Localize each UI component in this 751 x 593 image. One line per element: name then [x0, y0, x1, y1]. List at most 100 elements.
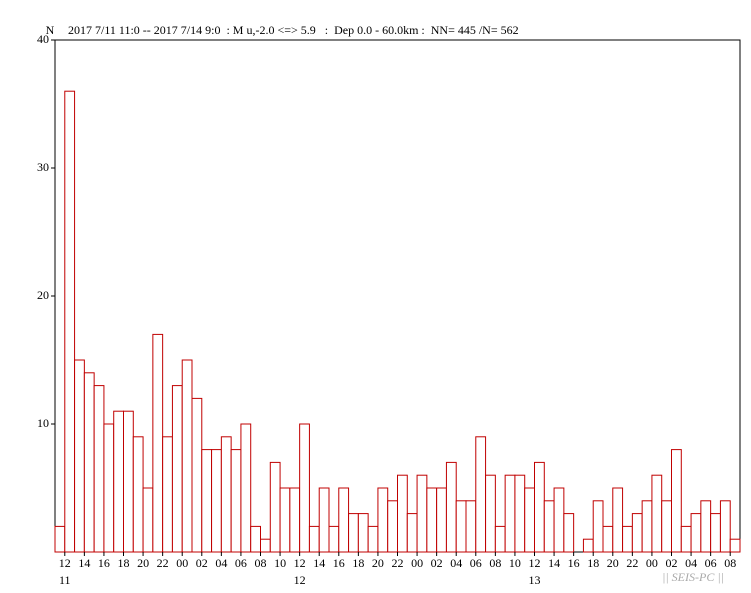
bar — [377, 487, 389, 553]
bar — [103, 423, 115, 553]
bar — [162, 436, 173, 553]
bar — [181, 359, 193, 553]
bar — [710, 513, 721, 553]
x-tick-label: 06 — [470, 556, 482, 570]
bar — [348, 513, 359, 553]
bar — [318, 487, 330, 553]
x-day-label: 11 — [59, 573, 71, 587]
bar — [700, 500, 712, 553]
bar — [64, 90, 76, 553]
x-tick-label: 04 — [215, 556, 227, 570]
x-tick-label: 06 — [235, 556, 247, 570]
bar — [485, 474, 496, 553]
x-tick-label: 06 — [705, 556, 717, 570]
x-tick-label: 20 — [372, 556, 384, 570]
bar — [211, 449, 222, 553]
bar — [416, 474, 428, 553]
bar — [719, 500, 731, 553]
x-tick-label: 14 — [78, 556, 90, 570]
bar — [406, 513, 418, 553]
x-tick-label: 02 — [196, 556, 208, 570]
x-tick-label: 02 — [666, 556, 678, 570]
x-tick-label: 12 — [529, 556, 541, 570]
bar — [132, 436, 144, 553]
x-tick-label: 08 — [489, 556, 501, 570]
bar — [602, 525, 614, 553]
bar — [83, 372, 95, 553]
y-tick-label: 40 — [37, 32, 49, 46]
bar — [514, 474, 526, 553]
bar — [563, 513, 575, 553]
bar — [641, 500, 653, 553]
bar — [260, 538, 271, 553]
bar — [142, 487, 154, 553]
bar — [582, 538, 594, 553]
bar — [534, 461, 545, 553]
x-tick-label: 16 — [568, 556, 580, 570]
bar — [220, 436, 232, 553]
x-tick-label: 10 — [274, 556, 286, 570]
bar — [279, 487, 291, 553]
x-tick-label: 02 — [431, 556, 443, 570]
bar — [387, 500, 399, 553]
bar — [240, 423, 252, 553]
y-tick-label: 20 — [37, 288, 49, 302]
x-tick-label: 14 — [313, 556, 325, 570]
bar — [729, 538, 741, 553]
bar — [651, 474, 663, 553]
bar — [612, 487, 624, 553]
x-tick-label: 22 — [157, 556, 169, 570]
bar — [445, 461, 457, 553]
bar — [592, 500, 604, 553]
bar — [93, 385, 105, 553]
x-tick-label: 00 — [176, 556, 188, 570]
bar — [543, 500, 555, 553]
bar — [367, 525, 379, 553]
bar — [54, 525, 66, 553]
bar — [308, 525, 320, 553]
bar — [338, 487, 350, 553]
bar — [250, 525, 261, 553]
bar — [553, 487, 565, 553]
bar — [661, 500, 673, 553]
bar — [230, 449, 242, 553]
x-tick-label: 12 — [59, 556, 71, 570]
y-tick-label: 10 — [37, 416, 49, 430]
x-tick-label: 08 — [724, 556, 736, 570]
bar — [171, 385, 183, 553]
x-day-label: 12 — [294, 573, 306, 587]
bar — [191, 397, 203, 553]
bar — [504, 474, 516, 553]
bar — [426, 487, 438, 553]
bar — [631, 513, 643, 553]
x-tick-label: 00 — [646, 556, 658, 570]
bar — [465, 500, 477, 553]
x-tick-label: 16 — [333, 556, 345, 570]
bar — [475, 436, 487, 553]
x-tick-label: 22 — [626, 556, 638, 570]
bar — [113, 410, 125, 553]
bar — [622, 525, 633, 553]
x-tick-label: 04 — [685, 556, 697, 570]
bar — [123, 410, 134, 553]
x-tick-label: 20 — [137, 556, 149, 570]
x-tick-label: 20 — [607, 556, 619, 570]
x-tick-label: 22 — [392, 556, 404, 570]
x-tick-label: 10 — [509, 556, 521, 570]
bar — [74, 359, 85, 553]
bar — [680, 525, 692, 553]
x-tick-label: 18 — [352, 556, 364, 570]
y-tick-label: 30 — [37, 160, 49, 174]
bar — [328, 525, 340, 553]
bar — [289, 487, 301, 553]
x-tick-label: 18 — [118, 556, 130, 570]
chart-title: 2017 7/11 11:0 -- 2017 7/14 9:0 : M u,-2… — [68, 23, 519, 37]
x-tick-label: 00 — [411, 556, 423, 570]
bar — [690, 513, 702, 553]
x-tick-label: 12 — [294, 556, 306, 570]
x-tick-label: 04 — [450, 556, 462, 570]
bar — [494, 525, 506, 553]
y-axis-label: N — [46, 23, 55, 37]
bar — [671, 449, 682, 553]
